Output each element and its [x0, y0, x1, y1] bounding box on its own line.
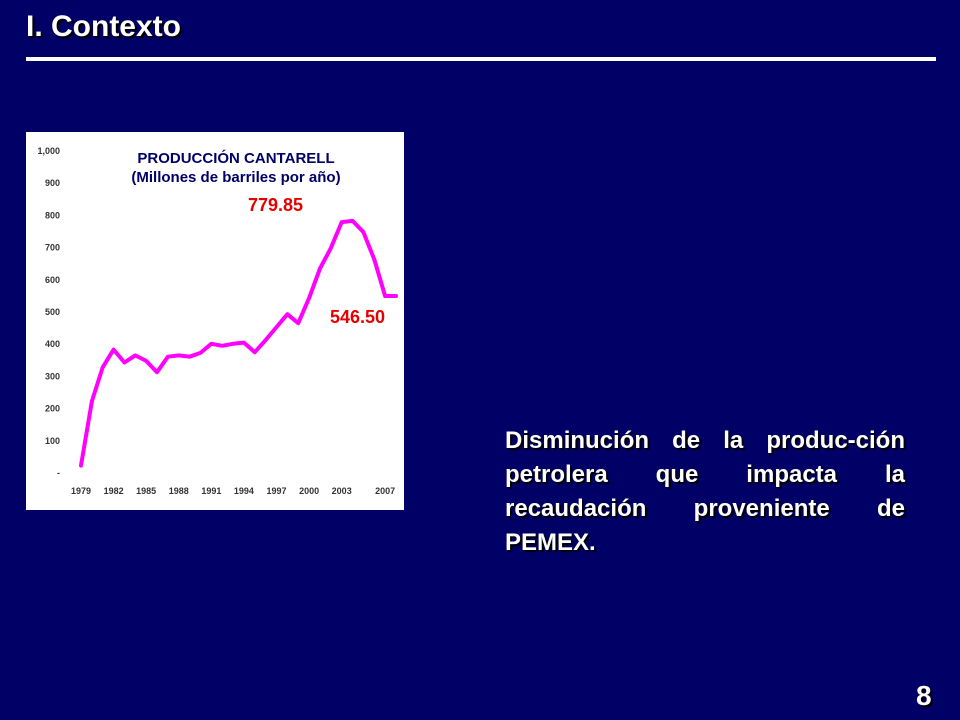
y-tick-label: 100 — [45, 436, 60, 446]
x-tick-label: 1991 — [201, 486, 221, 496]
x-tick-label: 1979 — [71, 486, 91, 496]
slide-description: Disminución de la produc-ción petrolera … — [505, 427, 905, 556]
y-tick-label: 600 — [45, 275, 60, 285]
page-number: 8 — [916, 680, 932, 711]
y-tick-label: 400 — [45, 339, 60, 349]
y-tick-label: 300 — [45, 371, 60, 381]
slide-title: I. Contexto — [26, 10, 181, 43]
peak-value-label: 779.85 — [248, 195, 304, 215]
y-tick-label: 500 — [45, 307, 60, 317]
chart-title: PRODUCCIÓN CANTARELL — [137, 150, 335, 167]
x-tick-label: 2003 — [332, 486, 352, 496]
series-line-cantarell — [79, 218, 398, 468]
y-tick-label: 800 — [45, 210, 60, 220]
y-tick-label: 900 — [45, 178, 60, 188]
y-tick-label: 200 — [45, 404, 60, 414]
x-tick-label: 1982 — [104, 486, 124, 496]
x-tick-label: 2007 — [375, 486, 395, 496]
y-tick-label: - — [57, 468, 60, 478]
y-tick-label: 700 — [45, 243, 60, 253]
production-chart: - 100 200 300 400 500 600 700 800 900 1,000 1979 19… — [26, 132, 404, 510]
x-tick-label: 1985 — [136, 486, 156, 496]
title-divider — [26, 57, 936, 61]
x-tick-label: 1994 — [234, 486, 254, 496]
y-tick-label: 1,000 — [37, 146, 60, 156]
x-tick-label: 1997 — [267, 486, 287, 496]
last-value-label: 546.50 — [330, 307, 386, 327]
chart-svg: - 100 200 300 400 500 600 700 800 900 1,000 1979 19… — [37, 146, 398, 496]
x-tick-label: 1988 — [169, 486, 189, 496]
x-tick-label: 2000 — [299, 486, 319, 496]
chart-subtitle: (Millones de barriles por año) — [131, 169, 341, 186]
